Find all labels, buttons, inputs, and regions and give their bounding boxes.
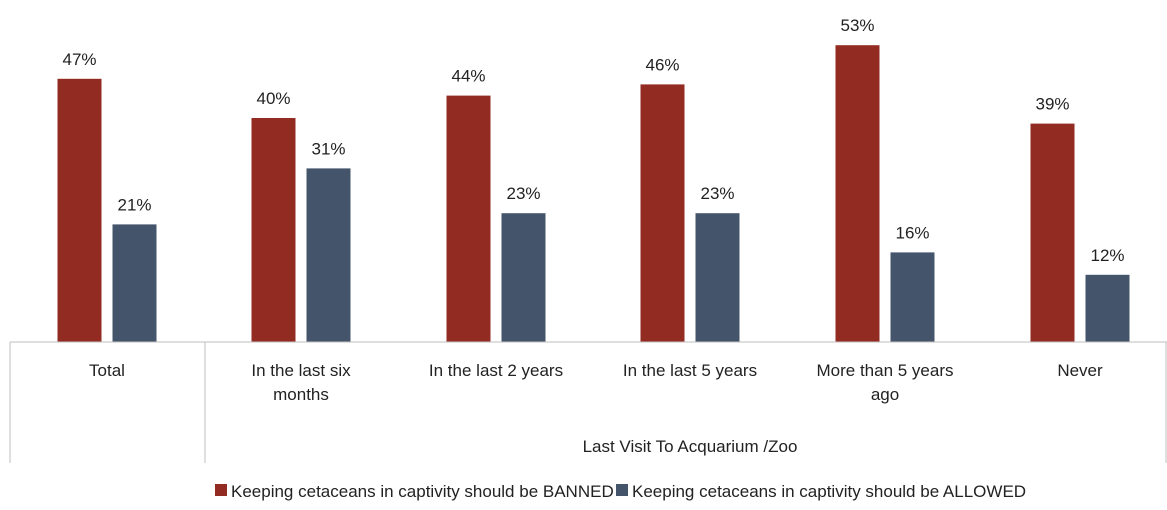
- value-label-banned-3: 46%: [645, 55, 679, 74]
- bar-allowed-4: [890, 252, 935, 342]
- value-label-banned-1: 40%: [256, 89, 290, 108]
- value-label-banned-4: 53%: [840, 16, 874, 35]
- bar-allowed-0: [112, 224, 157, 342]
- value-label-allowed-1: 31%: [311, 139, 345, 158]
- value-label-allowed-3: 23%: [700, 184, 734, 203]
- legend: Keeping cetaceans in captivity should be…: [215, 482, 1026, 501]
- legend-label-allowed: Keeping cetaceans in captivity should be…: [632, 482, 1026, 501]
- category-label-5: Never: [1057, 361, 1103, 380]
- bar-banned-1: [251, 118, 296, 342]
- bar-allowed-2: [501, 213, 546, 342]
- bar-allowed-3: [695, 213, 740, 342]
- value-label-allowed-2: 23%: [506, 184, 540, 203]
- value-label-allowed-5: 12%: [1090, 246, 1124, 265]
- bars-layer: [57, 45, 1130, 343]
- category-axis: [9, 341, 1167, 463]
- bar-banned-3: [640, 84, 685, 343]
- bar-allowed-1: [306, 168, 351, 342]
- category-label-4: More than 5 years ago: [816, 361, 953, 404]
- legend-swatch-allowed: [616, 484, 628, 496]
- legend-label-banned: Keeping cetaceans in captivity should be…: [231, 482, 614, 501]
- value-label-allowed-0: 21%: [117, 195, 151, 214]
- legend-swatch-banned: [215, 484, 227, 496]
- value-label-banned-0: 47%: [62, 50, 96, 69]
- category-label-3: In the last 5 years: [623, 361, 757, 380]
- bar-banned-4: [835, 45, 880, 342]
- bar-banned-2: [446, 95, 491, 342]
- value-label-banned-2: 44%: [451, 67, 485, 86]
- bar-banned-5: [1030, 123, 1075, 342]
- category-label-0: Total: [89, 361, 125, 380]
- category-label-1: In the last six months: [251, 361, 351, 404]
- value-labels-layer: 47% 21% 40% 31% 44% 23% 46% 23% 53% 16% 39% 12%: [62, 16, 1124, 265]
- value-label-allowed-4: 16%: [895, 223, 929, 242]
- bar-banned-0: [57, 78, 102, 343]
- category-labels-layer: Total In the last six months In the last 2 …: [89, 361, 1103, 404]
- group-axis-label: Last Visit To Acquarium /Zoo: [583, 437, 798, 456]
- value-label-banned-5: 39%: [1035, 95, 1069, 114]
- bar-allowed-5: [1085, 274, 1130, 342]
- category-label-2: In the last 2 years: [429, 361, 563, 380]
